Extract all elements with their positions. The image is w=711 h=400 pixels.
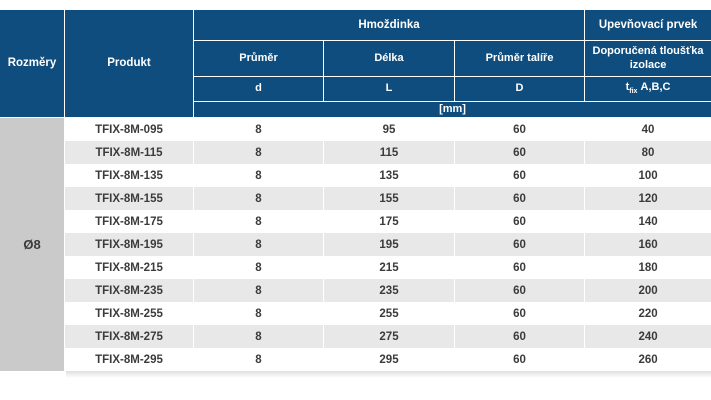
D-value-cell: 60 (455, 164, 586, 187)
product-cell: TFIX-8M-095 (65, 118, 194, 141)
tfix-value-cell: 220 (585, 302, 711, 325)
header-group-fixing: Upevňovací prvek (585, 10, 711, 41)
tfix-value-cell: 140 (585, 210, 711, 233)
tfix-value-cell: 40 (585, 118, 711, 141)
header-insulation-thickness: Doporučená tloušťka izolace (585, 41, 711, 77)
header-row-unit: [mm] (0, 102, 711, 118)
tfix-value-cell: 180 (585, 256, 711, 279)
product-cell: TFIX-8M-195 (65, 233, 194, 256)
header-symbol-D: D (455, 77, 586, 102)
header-symbol-d: d (194, 77, 324, 102)
table-body: Ø8 TFIX-8M-095 8 95 60 40 TFIX-8M-115 8 115 60 80 T… (0, 118, 711, 371)
L-value-cell: 255 (324, 302, 455, 325)
table-row: Ø8 TFIX-8M-095 8 95 60 40 (0, 118, 711, 371)
tfix-value-cell: 80 (585, 141, 711, 164)
table-row: TFIX-8M-175 8 175 60 140 (0, 210, 711, 233)
header-group-anchor: Hmoždinka (194, 10, 586, 41)
d-value-cell: 8 (194, 302, 324, 325)
table-row: TFIX-8M-295 8 295 60 260 (0, 348, 711, 371)
D-value-cell: 60 (455, 256, 586, 279)
table-row: TFIX-8M-215 8 215 60 180 (0, 256, 711, 279)
bottom-fade (66, 371, 711, 378)
header-row-symbols: d L D tfix A,B,C (0, 77, 711, 102)
d-value-cell: 8 (194, 233, 324, 256)
header-row-groups: Rozměry Produkt Hmoždinka Upevňovací prv… (0, 10, 711, 118)
L-value-cell: 175 (324, 210, 455, 233)
d-value-cell: 8 (194, 118, 324, 141)
product-cell: TFIX-8M-235 (65, 279, 194, 302)
tfix-subscript: fix (629, 88, 638, 96)
tfix-value-cell: 200 (585, 279, 711, 302)
L-value-cell: 235 (324, 279, 455, 302)
L-value-cell: 275 (324, 325, 455, 348)
d-value-cell: 8 (194, 348, 324, 371)
d-value-cell: 8 (194, 210, 324, 233)
D-value-cell: 60 (455, 187, 586, 210)
product-cell: TFIX-8M-275 (65, 325, 194, 348)
product-cell: TFIX-8M-295 (65, 348, 194, 371)
D-value-cell: 60 (455, 233, 586, 256)
d-value-cell: 8 (194, 141, 324, 164)
tfix-value-cell: 240 (585, 325, 711, 348)
header-symbol-L: L (324, 77, 455, 102)
header-diameter: Průměr (194, 41, 324, 77)
header-row-names: Průměr Délka Průměr talíře Doporučená tl… (0, 41, 711, 77)
product-cell: TFIX-8M-175 (65, 210, 194, 233)
header-plate-diameter: Průměr talíře (455, 41, 586, 77)
d-value-cell: 8 (194, 325, 324, 348)
header-length: Délka (324, 41, 455, 77)
d-value-cell: 8 (194, 256, 324, 279)
D-value-cell: 60 (455, 118, 586, 141)
L-value-cell: 135 (324, 164, 455, 187)
product-cell: TFIX-8M-115 (65, 141, 194, 164)
table-row: TFIX-8M-195 8 195 60 160 (0, 233, 711, 256)
table-row: TFIX-8M-135 8 135 60 100 (0, 164, 711, 187)
table-row: TFIX-8M-275 8 275 60 240 (0, 325, 711, 348)
tfix-suffix: A,B,C (640, 81, 671, 94)
tfix-value-cell: 160 (585, 233, 711, 256)
product-cell: TFIX-8M-215 (65, 256, 194, 279)
product-cell: TFIX-8M-135 (65, 164, 194, 187)
L-value-cell: 115 (324, 141, 455, 164)
datasheet-page: Rozměry Produkt Hmoždinka Upevňovací prv… (0, 10, 711, 378)
L-value-cell: 155 (324, 187, 455, 210)
header-symbol-tfix: tfix A,B,C (585, 77, 711, 102)
table-row: TFIX-8M-235 8 235 60 200 (0, 279, 711, 302)
header-unit: [mm] (194, 102, 711, 118)
product-cell: TFIX-8M-155 (65, 187, 194, 210)
tfix-symbol: t (625, 81, 630, 94)
L-value-cell: 195 (324, 233, 455, 256)
table-row: TFIX-8M-155 8 155 60 120 (0, 187, 711, 210)
L-value-cell: 215 (324, 256, 455, 279)
d-value-cell: 8 (194, 187, 324, 210)
d-value-cell: 8 (194, 164, 324, 187)
tfix-value-cell: 120 (585, 187, 711, 210)
table-row: TFIX-8M-255 8 255 60 220 (0, 302, 711, 325)
D-value-cell: 60 (455, 279, 586, 302)
header-dimensions: Rozměry (0, 10, 65, 118)
tfix-value-cell: 100 (585, 164, 711, 187)
L-value-cell: 295 (324, 348, 455, 371)
table-row: TFIX-8M-115 8 115 60 80 (0, 141, 711, 164)
D-value-cell: 60 (455, 348, 586, 371)
D-value-cell: 60 (455, 302, 586, 325)
dimension-cell: Ø8 (0, 118, 65, 371)
spec-table: Rozměry Produkt Hmoždinka Upevňovací prv… (0, 10, 711, 371)
L-value-cell: 95 (324, 118, 455, 141)
table-header: Rozměry Produkt Hmoždinka Upevňovací prv… (0, 10, 711, 118)
header-product: Produkt (65, 10, 194, 118)
product-cell: TFIX-8M-255 (65, 302, 194, 325)
D-value-cell: 60 (455, 210, 586, 233)
D-value-cell: 60 (455, 325, 586, 348)
tfix-value-cell: 260 (585, 348, 711, 371)
D-value-cell: 60 (455, 141, 586, 164)
d-value-cell: 8 (194, 279, 324, 302)
